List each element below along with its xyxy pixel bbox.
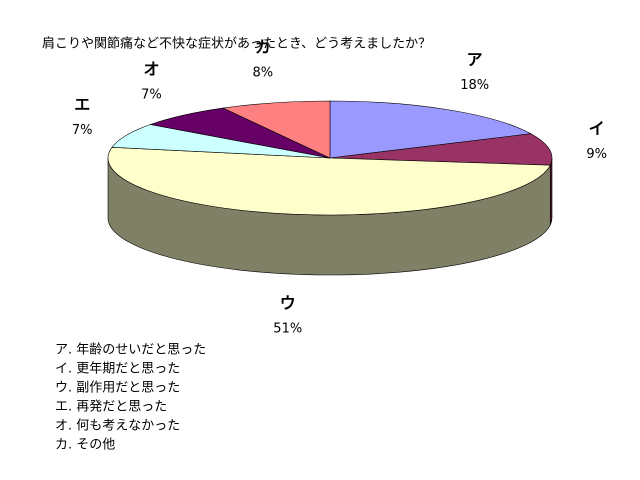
category-label: ア [467, 50, 483, 69]
legend-item: イ. 更年期だと思った [55, 362, 180, 377]
legend-item: ア. 年齢のせいだと思った [55, 343, 206, 358]
value-label: 7% [72, 123, 93, 138]
category-label: エ [74, 95, 90, 114]
value-label: 18% [460, 78, 489, 93]
category-label: イ [589, 119, 605, 138]
legend-item: エ. 再発だと思った [55, 400, 167, 415]
category-label: オ [143, 59, 159, 78]
value-label: 51% [273, 321, 302, 336]
slice [329, 133, 553, 166]
category-label: カ [255, 38, 271, 57]
legend-item: カ. その他 [55, 438, 115, 453]
value-label: 9% [586, 147, 607, 162]
slice [329, 100, 532, 159]
slice [107, 147, 551, 216]
value-label: 7% [141, 87, 162, 102]
value-label: 8% [253, 66, 274, 81]
chart-title: 肩こりや関節痛など不快な症状があったとき、どう考えましたか？ [42, 36, 431, 52]
legend-item: オ. 何も考えなかった [55, 418, 180, 434]
slice [222, 100, 331, 159]
legend-item: ウ. 副作用だと思った [55, 381, 180, 396]
category-label: ウ [280, 293, 296, 312]
